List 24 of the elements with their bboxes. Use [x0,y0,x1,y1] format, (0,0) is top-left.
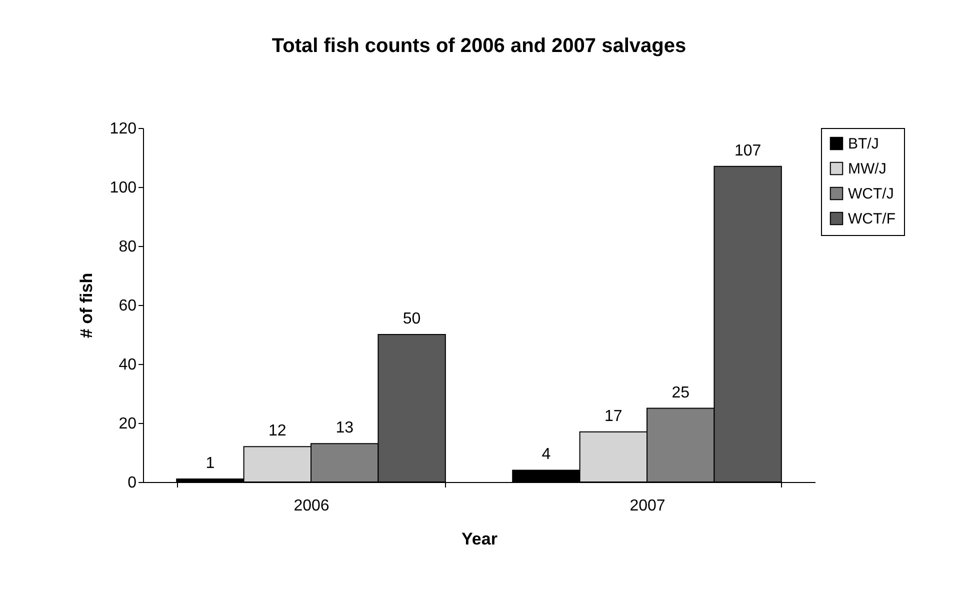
y-axis-title: # of fish [76,272,96,338]
y-tick-label: 20 [118,416,137,432]
y-tick-label: 0 [128,474,137,492]
legend-label: WCT/J [848,186,894,202]
data-label: 107 [734,142,762,160]
legend-label: WCT/F [848,210,896,228]
legend-label: MW/J [848,160,886,178]
y-tick-label: 40 [118,356,137,374]
data-label: 12 [268,422,286,440]
data-label: 50 [402,310,421,328]
chart-title: Total fish counts of 2006 and 2007 salvages [272,35,686,57]
data-label: 1 [206,455,215,472]
y-tick-label: 100 [110,180,137,196]
data-label: 13 [336,420,354,437]
y-tick-label: 60 [118,298,137,314]
x-tick-label: 2006 [294,498,330,514]
data-label: 4 [542,446,551,464]
y-tick-label: 120 [110,120,137,138]
y-tick-label: 80 [118,238,137,256]
data-label: 17 [604,408,622,425]
x-axis-title: Year [462,530,498,548]
x-tick-label: 2007 [630,498,666,514]
legend-label: BT/J [848,136,879,152]
data-label: 25 [672,384,690,402]
